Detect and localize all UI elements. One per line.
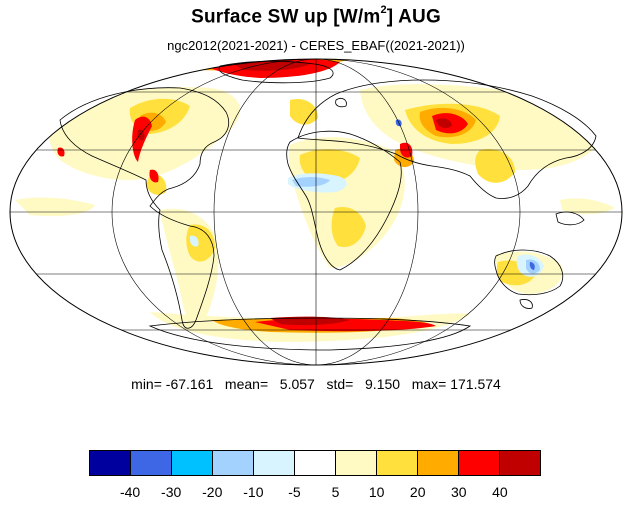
colorbar-swatch	[336, 451, 377, 475]
meridian-ring	[213, 59, 419, 365]
negative-anomaly-areas	[189, 119, 544, 277]
colorbar-swatch	[500, 451, 540, 475]
colorbar-swatch	[377, 451, 418, 475]
colorbar-tick-label: 20	[409, 484, 426, 500]
meridian-ring	[111, 59, 521, 365]
title-superscript: 2	[380, 4, 387, 16]
colorbar-swatch	[172, 451, 213, 475]
colorbar-tick-label: 30	[451, 484, 467, 500]
colorbar-tick-label: -20	[202, 484, 223, 500]
colorbar-swatch	[90, 451, 131, 475]
statistics-line: min= -67.161 mean= 5.057 std= 9.150 max=…	[131, 376, 501, 392]
colorbar-swatch	[254, 451, 295, 475]
colorbar	[89, 450, 541, 476]
title-month: ] AUG	[386, 6, 441, 28]
colorbar-tick-label: -5	[288, 484, 301, 500]
world-map	[9, 58, 623, 366]
colorbar-tick-label: -10	[243, 484, 264, 500]
colorbar-tick-label: 40	[492, 484, 508, 500]
plot-title: Surface SW up [W/m2] AUG	[0, 4, 632, 28]
colorbar-tick-label: 10	[368, 484, 385, 500]
colorbar-tick-label: -40	[119, 484, 141, 500]
map-panel	[9, 58, 623, 366]
colorbar-tick-label: 5	[331, 484, 340, 500]
colorbar-tick-label: -30	[161, 484, 182, 500]
globe-outline	[9, 58, 623, 366]
colorbar-tick-labels: -40 -30 -20 -10 -5 5 10 20 30 40	[0, 484, 632, 502]
colorbar-swatch	[131, 451, 172, 475]
title-main: Surface SW up [W/m	[191, 6, 381, 28]
colorbar-swatch	[213, 451, 254, 475]
colorbar-swatch	[295, 451, 336, 475]
plot-subtitle: ngc2012(2021-2021) - CERES_EBAF((2021-20…	[167, 38, 465, 53]
colorbar-swatch	[459, 451, 500, 475]
coastlines	[59, 60, 597, 351]
colorbar-swatch	[418, 451, 459, 475]
